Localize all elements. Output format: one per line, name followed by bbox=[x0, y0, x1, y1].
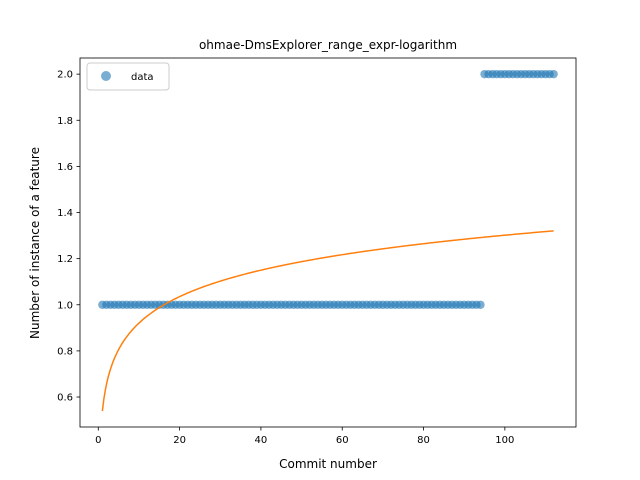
y-tick-label: 1.2 bbox=[57, 254, 73, 265]
y-tick-label: 1.0 bbox=[57, 300, 73, 311]
y-tick-label: 2.0 bbox=[57, 70, 73, 81]
axes-frame bbox=[79, 57, 577, 428]
data-point bbox=[549, 69, 558, 79]
plot-area bbox=[79, 57, 577, 428]
y-tick-label: 1.8 bbox=[57, 116, 73, 127]
fit-line bbox=[101, 230, 554, 412]
x-tick-label: 40 bbox=[255, 435, 268, 446]
x-tick-label: 0 bbox=[95, 435, 101, 446]
legend-label-data: data bbox=[131, 72, 154, 83]
x-axis-label: Commit number bbox=[279, 457, 377, 471]
legend-marker-data bbox=[101, 71, 111, 81]
x-axis: 0 20 40 60 80 100 bbox=[95, 427, 514, 446]
x-tick-label: 80 bbox=[417, 435, 430, 446]
legend-box bbox=[86, 62, 170, 91]
legend: data bbox=[86, 62, 170, 91]
y-axis-label: Number of instance of a feature bbox=[28, 147, 42, 339]
y-tick-label: 0.8 bbox=[57, 346, 73, 357]
y-tick-label: 1.4 bbox=[57, 208, 73, 219]
y-tick-label: 0.6 bbox=[57, 393, 73, 404]
x-tick-label: 60 bbox=[336, 435, 349, 446]
x-tick-label: 100 bbox=[495, 435, 514, 446]
chart-title: ohmae-DmsExplorer_range_expr-logarithm bbox=[199, 38, 457, 52]
y-tick-label: 1.6 bbox=[57, 162, 73, 173]
y-axis: 0.6 0.8 1.0 1.2 1.4 1.6 1.8 2.0 bbox=[57, 70, 80, 404]
x-tick-label: 20 bbox=[173, 435, 186, 446]
data-point bbox=[476, 300, 485, 309]
